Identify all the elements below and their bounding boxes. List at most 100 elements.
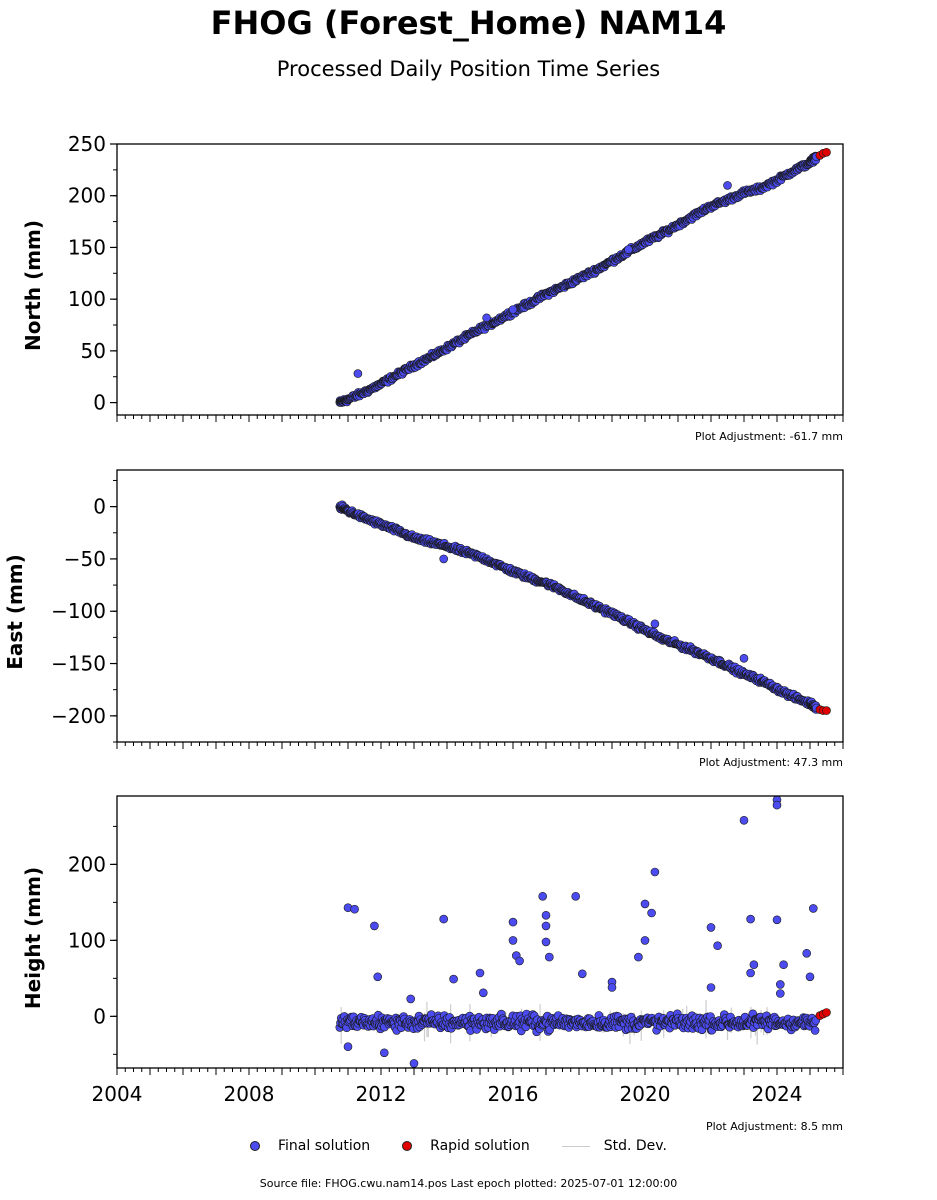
final-point bbox=[706, 983, 716, 992]
final-point bbox=[746, 914, 755, 924]
y-axis-label: East (mm) bbox=[3, 554, 27, 670]
data-layer bbox=[335, 148, 831, 407]
y-tick-label: 0 bbox=[93, 391, 106, 415]
final-point bbox=[508, 936, 518, 945]
final-point bbox=[802, 948, 812, 958]
final-point bbox=[706, 923, 716, 932]
y-axis-label: North (mm) bbox=[21, 220, 45, 351]
legend-final: Final solution bbox=[250, 1138, 370, 1154]
rapid-point bbox=[822, 148, 831, 157]
plot-adjustment-note: Plot Adjustment: -61.7 mm bbox=[695, 430, 843, 443]
final-point bbox=[713, 941, 722, 951]
final-point bbox=[739, 815, 749, 825]
final-point bbox=[577, 969, 587, 979]
plot-frame bbox=[116, 143, 844, 416]
x-tick-label: 2024 bbox=[752, 1082, 803, 1106]
final-point bbox=[541, 921, 551, 931]
y-tick-label: 50 bbox=[81, 339, 106, 363]
plot-adjustment-note: Plot Adjustment: 8.5 mm bbox=[706, 1120, 843, 1133]
final-point bbox=[775, 980, 785, 989]
final-point bbox=[515, 956, 524, 966]
source-note: Source file: FHOG.cwu.nam14.pos Last epo… bbox=[259, 1177, 678, 1190]
y-tick-label: 0 bbox=[93, 495, 106, 519]
y-tick-label: −50 bbox=[64, 547, 106, 571]
final-point bbox=[379, 1048, 389, 1058]
final-point bbox=[805, 972, 815, 982]
panel-1: 0 −50 −100 −150 −200 East (mm) Plot Adjustment… bbox=[3, 469, 844, 769]
y-tick-label: 250 bbox=[68, 132, 106, 156]
final-point bbox=[739, 653, 749, 663]
final-point bbox=[650, 619, 660, 629]
final-point bbox=[439, 554, 449, 564]
final-point bbox=[353, 369, 363, 378]
final-point bbox=[624, 245, 633, 254]
y-tick-label: 0 bbox=[93, 1004, 106, 1028]
final-point bbox=[508, 305, 518, 314]
legend-rapid-label: Rapid solution bbox=[430, 1138, 530, 1154]
y-tick-label: 200 bbox=[68, 184, 106, 208]
final-point bbox=[538, 891, 548, 901]
final-point bbox=[343, 1042, 353, 1051]
final-point bbox=[478, 988, 488, 998]
final-point bbox=[541, 937, 551, 947]
final-point bbox=[808, 904, 818, 913]
legend: Final solution Rapid solution Std. Dev. bbox=[250, 1138, 699, 1154]
final-point bbox=[634, 952, 643, 962]
final-point bbox=[640, 936, 650, 945]
y-tick-label: −200 bbox=[51, 704, 106, 728]
final-point bbox=[749, 960, 759, 970]
final-point bbox=[723, 181, 732, 190]
final-solution-marker-icon bbox=[250, 1141, 260, 1151]
y-tick-label: −150 bbox=[51, 652, 106, 676]
plot-adjustment-note: Plot Adjustment: 47.3 mm bbox=[699, 756, 843, 769]
y-tick-label: −100 bbox=[51, 599, 106, 623]
y-tick-label: 100 bbox=[68, 928, 106, 952]
legend-final-label: Final solution bbox=[278, 1138, 371, 1154]
final-point bbox=[482, 313, 491, 323]
final-point bbox=[370, 921, 379, 931]
chart-subtitle: Processed Daily Position Time Series bbox=[276, 57, 661, 81]
final-point bbox=[650, 867, 660, 877]
x-tick-label: 2016 bbox=[488, 1082, 539, 1106]
final-point bbox=[571, 891, 581, 901]
final-point bbox=[640, 899, 650, 909]
final-point bbox=[775, 989, 785, 998]
x-tick-label: 2008 bbox=[224, 1082, 275, 1106]
final-point bbox=[350, 904, 359, 914]
rapid-point bbox=[822, 706, 831, 715]
final-point bbox=[508, 917, 518, 927]
final-point bbox=[544, 952, 554, 962]
y-tick-label: 200 bbox=[68, 852, 106, 876]
final-point bbox=[772, 915, 782, 925]
final-point bbox=[409, 1059, 419, 1068]
final-point bbox=[779, 960, 788, 970]
y-axis-label: Height (mm) bbox=[21, 867, 45, 1009]
x-tick-label: 2012 bbox=[356, 1082, 407, 1106]
final-point bbox=[449, 974, 458, 984]
x-tick-label: 2004 bbox=[92, 1082, 143, 1106]
legend-std: Std. Dev. bbox=[561, 1138, 667, 1154]
x-tick-label: 2020 bbox=[620, 1082, 671, 1106]
final-point bbox=[607, 983, 617, 992]
std-dev-line-icon bbox=[561, 1145, 590, 1147]
panel-0: 0 50 100 150 200 250 North (mm) Plot Adjustment… bbox=[21, 132, 844, 443]
final-point bbox=[810, 1026, 820, 1035]
final-point bbox=[475, 968, 485, 978]
data-layer bbox=[335, 796, 831, 1068]
y-tick-label: 150 bbox=[68, 235, 106, 259]
final-point bbox=[772, 800, 782, 810]
panel-2: 0 100 200 Height (mm) Plot Adjustment: 8.5 m… bbox=[21, 795, 844, 1133]
final-point bbox=[406, 994, 416, 1004]
final-point bbox=[746, 968, 755, 978]
legend-rapid: Rapid solution bbox=[402, 1138, 530, 1154]
plot-frame bbox=[116, 469, 844, 743]
final-point bbox=[439, 914, 449, 924]
y-tick-label: 100 bbox=[68, 287, 106, 311]
data-layer bbox=[335, 500, 831, 715]
final-point bbox=[647, 908, 656, 918]
rapid-solution-marker-icon bbox=[402, 1141, 413, 1151]
legend-std-label: Std. Dev. bbox=[603, 1138, 667, 1154]
chart-title: FHOG (Forest_Home) NAM14 bbox=[210, 4, 727, 42]
final-point bbox=[541, 910, 551, 920]
